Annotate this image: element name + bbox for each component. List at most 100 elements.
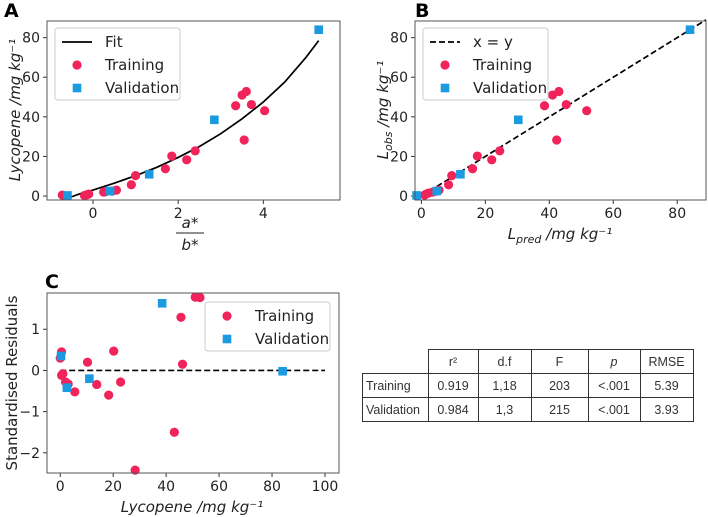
table-header-row: r² d.f F p RMSE (362, 349, 694, 374)
legend: Training Validation (204, 301, 331, 352)
panel-a-ylabel: Lycopene /mg kg⁻¹ (6, 39, 24, 181)
y-tick-label: 20 (22, 149, 40, 165)
validation-point (62, 383, 72, 393)
x-tick-label: 80 (263, 479, 281, 495)
validation-point (314, 25, 324, 35)
x-tick-label: 60 (604, 206, 622, 222)
training-point (109, 346, 119, 356)
validation-point (210, 115, 219, 125)
y-tick-label: 20 (390, 149, 408, 165)
x-tick-label: 0 (56, 479, 65, 495)
fit-curve (65, 40, 320, 200)
table-cell: <.001 (587, 397, 641, 422)
table-cell: 1,3 (477, 397, 532, 422)
y-tick-label: 0 (31, 189, 40, 205)
table-row: Validation 0.984 1,3 215 <.001 3.93 (362, 397, 694, 422)
table-header-cell: F (530, 349, 589, 374)
panel-letter-a: A (4, 0, 19, 22)
training-point (539, 101, 550, 111)
training-point (58, 369, 68, 379)
training-point (443, 180, 454, 190)
panel-a-xlabel-numerator: a* (182, 214, 199, 232)
panel-c-ylabel: Standardised Residuals (3, 295, 21, 470)
y-tick-label: 60 (22, 70, 40, 86)
validation-point (513, 115, 523, 125)
x-tick-label: 20 (476, 206, 494, 222)
stats-table: r² d.f F p RMSE Training 0.919 1,18 203 … (362, 349, 694, 422)
y-tick-label: −1 (19, 405, 40, 421)
validation-point (85, 374, 94, 383)
table-row: Training 0.919 1,18 203 <.001 5.39 (362, 373, 694, 398)
validation-legend-marker (72, 83, 82, 93)
legend-label: Training (472, 56, 532, 74)
legend-label: Training (254, 307, 314, 325)
training-point (169, 427, 179, 437)
training-point (126, 180, 136, 190)
training-point (82, 357, 93, 367)
validation-point (685, 25, 695, 35)
table-cell: 203 (530, 373, 589, 398)
y-tick-label: 40 (390, 110, 408, 126)
x-tick-label: 0 (417, 206, 426, 222)
y-tick-label: 0 (399, 189, 408, 205)
x-tick-label: 2 (174, 206, 183, 222)
table-header-cell: p (587, 349, 641, 374)
validation-point (56, 351, 66, 361)
x-tick-label: 80 (668, 206, 686, 222)
training-point (241, 86, 251, 97)
training-point (84, 189, 94, 199)
y-tick-label: 40 (22, 110, 40, 126)
x-tick-label: 20 (104, 479, 122, 495)
validation-point (105, 186, 115, 196)
y-tick-label: 60 (390, 70, 408, 86)
validation-point (144, 169, 154, 179)
panel-b-xlabel: Lpred /mg kg⁻¹ (508, 225, 613, 246)
training-point (104, 390, 114, 400)
axes-frame (46, 292, 340, 474)
training-point (260, 106, 270, 116)
y-tick-label: 80 (390, 31, 408, 47)
panel-b: 0 20 40 60 80 0 20 40 60 80 x = y Training Validatio… (390, 19, 707, 222)
axes-frame (414, 20, 707, 201)
validation-point (412, 191, 421, 200)
validation-point (63, 191, 72, 200)
validation-legend-marker (440, 83, 450, 93)
training-point (561, 99, 571, 110)
y-tick-label: 1 (31, 322, 40, 338)
table-header-cell: d.f (477, 349, 532, 374)
panel-b-ylabel: Lobs /mg kg⁻¹ (374, 61, 395, 160)
training-point (231, 101, 241, 111)
validation-point (157, 298, 167, 308)
legend-label: x = y (473, 33, 513, 51)
table-cell: 0.919 (427, 373, 479, 398)
training-legend-marker (72, 60, 82, 70)
training-point (239, 135, 249, 145)
training-point (246, 99, 257, 110)
x-tick-label: 40 (157, 479, 175, 495)
table-cell: Training (362, 373, 429, 398)
legend-label: Training (104, 56, 164, 74)
table-header-cell: r² (427, 349, 479, 374)
training-point (160, 164, 170, 174)
training-point (495, 146, 505, 156)
training-legend-marker (222, 311, 232, 321)
training-point (177, 359, 188, 369)
training-point (195, 292, 205, 303)
x-tick-label: 0 (89, 206, 98, 222)
panel-letter-c: C (45, 271, 59, 293)
training-point (582, 106, 592, 116)
x-tick-label: 60 (210, 479, 228, 495)
panel-c: 0 20 40 60 80 100 −2 −1 0 1 Training Validation (19, 292, 340, 495)
table-cell: 5.39 (639, 373, 694, 398)
panel-letter-b: B (415, 0, 429, 22)
training-point (176, 312, 186, 322)
table-cell: 1,18 (477, 373, 532, 398)
legend-label: Validation (473, 79, 547, 97)
validation-point (456, 169, 465, 179)
validation-point (278, 366, 287, 376)
legend: x = y Training Validation (422, 27, 549, 101)
training-point (130, 465, 140, 475)
training-point (92, 379, 102, 390)
